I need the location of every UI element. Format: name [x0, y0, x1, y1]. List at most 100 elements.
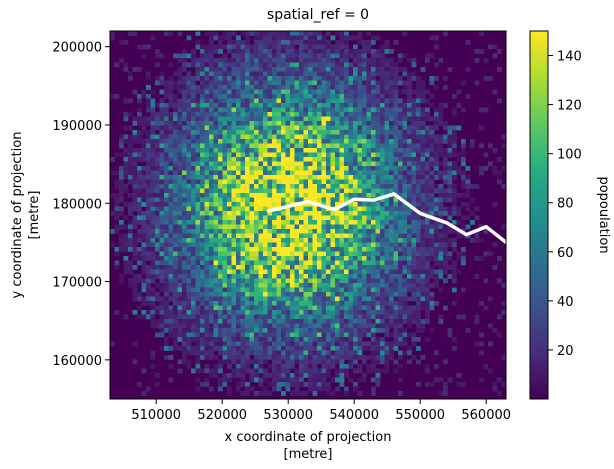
- heatmap-cell: [146, 116, 151, 122]
- heatmap-cell: [267, 179, 273, 185]
- heatmap-cell: [353, 229, 358, 234]
- heatmap-cell: [402, 337, 408, 342]
- heatmap-cell: [299, 283, 304, 288]
- heatmap-cell: [420, 278, 426, 284]
- heatmap-cell: [447, 238, 453, 243]
- heatmap-cell: [308, 103, 313, 108]
- heatmap-cell: [213, 305, 219, 311]
- heatmap-cell: [353, 170, 358, 176]
- heatmap-cell: [191, 314, 196, 320]
- heatmap-cell: [438, 197, 444, 203]
- heatmap-cell: [168, 314, 174, 320]
- heatmap-cell: [344, 301, 349, 306]
- heatmap-cell: [164, 314, 169, 320]
- heatmap-cell: [470, 220, 475, 225]
- heatmap-cell: [339, 130, 345, 135]
- heatmap-cell: [249, 319, 255, 324]
- heatmap-cell: [290, 211, 295, 216]
- heatmap-cell: [227, 31, 232, 36]
- heatmap-cell: [474, 341, 480, 347]
- heatmap-cell: [240, 58, 246, 63]
- heatmap-cell: [141, 242, 147, 248]
- heatmap-cell: [303, 62, 309, 68]
- heatmap-cell: [321, 40, 327, 45]
- heatmap-cell: [438, 193, 444, 198]
- heatmap-cell: [213, 89, 219, 95]
- heatmap-cell: [272, 346, 277, 351]
- heatmap-cell: [209, 341, 214, 347]
- heatmap-cell: [159, 184, 165, 189]
- heatmap-cell: [195, 188, 201, 194]
- heatmap-cell: [447, 175, 453, 180]
- heatmap-cell: [123, 112, 129, 117]
- heatmap-cell: [407, 71, 412, 77]
- heatmap-cell: [137, 44, 142, 50]
- heatmap-cell: [150, 89, 156, 95]
- heatmap-cell: [200, 310, 205, 315]
- heatmap-cell: [177, 197, 183, 203]
- heatmap-cell: [407, 278, 412, 284]
- heatmap-cell: [384, 116, 390, 122]
- heatmap-cell: [254, 247, 259, 252]
- heatmap-cell: [299, 35, 304, 41]
- heatmap-cell: [294, 49, 300, 54]
- heatmap-cell: [168, 328, 174, 333]
- heatmap-cell: [254, 143, 259, 149]
- heatmap-cell: [353, 58, 358, 63]
- heatmap-cell: [245, 71, 250, 77]
- heatmap-cell: [362, 346, 367, 351]
- heatmap-cell: [249, 224, 255, 230]
- heatmap-cell: [249, 53, 255, 59]
- heatmap-cell: [213, 107, 219, 113]
- heatmap-cell: [200, 278, 205, 284]
- heatmap-cell: [308, 368, 313, 374]
- heatmap-cell: [164, 103, 169, 108]
- heatmap-cell: [344, 274, 349, 279]
- heatmap-cell: [249, 233, 255, 239]
- heatmap-cell: [119, 166, 124, 171]
- heatmap-cell: [362, 152, 367, 158]
- heatmap-cell: [213, 328, 219, 333]
- heatmap-cell: [479, 301, 484, 306]
- heatmap-cell: [380, 58, 385, 63]
- heatmap-cell: [258, 152, 264, 158]
- heatmap-cell: [276, 35, 282, 41]
- heatmap-cell: [245, 283, 250, 288]
- heatmap-cell: [330, 247, 336, 252]
- heatmap-cell: [173, 287, 178, 293]
- heatmap-cell: [308, 251, 313, 257]
- heatmap-cell: [155, 305, 160, 311]
- heatmap-cell: [308, 296, 313, 302]
- heatmap-cell: [303, 256, 309, 261]
- heatmap-cell: [308, 31, 313, 36]
- heatmap-cell: [398, 323, 403, 329]
- heatmap-cell: [222, 170, 228, 176]
- heatmap-cell: [330, 301, 336, 306]
- heatmap-cell: [402, 67, 408, 72]
- heatmap-cell: [290, 89, 295, 95]
- heatmap-cell: [204, 188, 210, 194]
- heatmap-cell: [236, 58, 241, 63]
- heatmap-cell: [290, 98, 295, 104]
- heatmap-cell: [371, 368, 376, 374]
- heatmap-cell: [258, 301, 264, 306]
- heatmap-cell: [348, 265, 354, 270]
- heatmap-cell: [366, 125, 372, 131]
- heatmap-cell: [186, 238, 192, 243]
- heatmap-cell: [321, 103, 327, 108]
- heatmap-cell: [204, 278, 210, 284]
- heatmap-cell: [267, 184, 273, 189]
- heatmap-cell: [195, 139, 201, 144]
- heatmap-cell: [299, 238, 304, 243]
- heatmap-cell: [371, 202, 376, 207]
- heatmap-cell: [177, 301, 183, 306]
- heatmap-cell: [344, 175, 349, 180]
- heatmap-cell: [290, 292, 295, 297]
- heatmap-cell: [191, 319, 196, 324]
- heatmap-cell: [290, 251, 295, 257]
- heatmap-cell: [195, 193, 201, 198]
- heatmap-cell: [191, 247, 196, 252]
- heatmap-cell: [452, 134, 457, 140]
- heatmap-cell: [290, 256, 295, 261]
- heatmap-cell: [281, 98, 286, 104]
